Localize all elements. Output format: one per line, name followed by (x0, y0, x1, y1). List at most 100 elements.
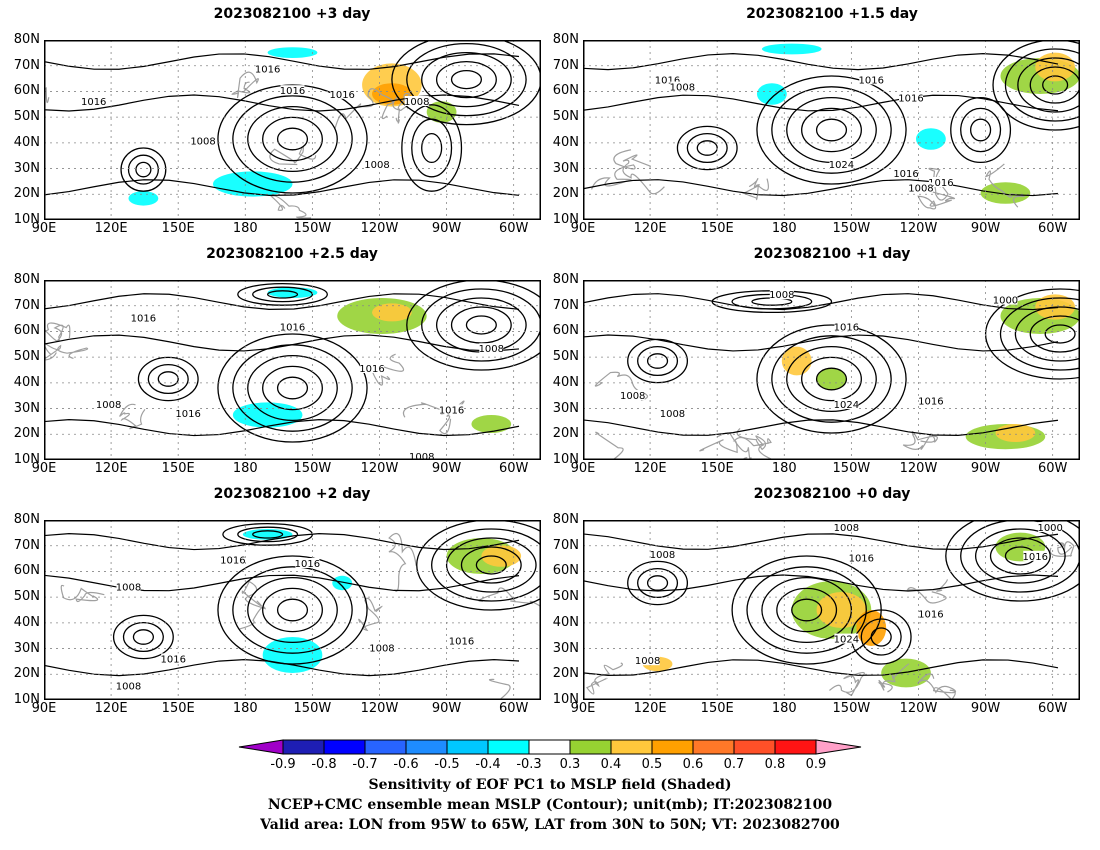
map-frame (583, 40, 1080, 220)
mslp-contour (637, 567, 679, 599)
lon-tick-label: 150W (293, 221, 332, 236)
lon-tick-label: 180 (771, 701, 797, 716)
lat-tick-label: 60N (552, 563, 579, 579)
mslp-contour (945, 520, 1080, 602)
lat-tick-label: 80N (552, 512, 579, 527)
sensitivity-shade (242, 529, 293, 540)
mslp-contour (431, 528, 541, 602)
lat-tick-label: 20N (13, 666, 40, 682)
contour-label: 1008 (908, 183, 933, 194)
contour-label: 1016 (449, 636, 474, 647)
contour-label: 1008 (479, 344, 504, 355)
coastline (717, 432, 758, 460)
lat-tick-label: 60N (13, 83, 40, 99)
lat-tick-label: 10N (552, 212, 579, 227)
mslp-contour (276, 598, 309, 622)
mslp-contour (122, 621, 164, 653)
coastline (269, 146, 317, 166)
mslp-contour (132, 629, 154, 645)
mslp-contour (583, 334, 1059, 352)
contour-label-bg (834, 399, 859, 409)
coastline (488, 678, 511, 700)
lon-tick-label: 150W (832, 221, 871, 236)
lon-tick-label: 150E (161, 461, 195, 476)
contour-label-bg (859, 74, 884, 85)
lat-tick-label: 30N (13, 160, 40, 176)
lon-tick-label: 60W (498, 701, 529, 716)
mslp-contour (627, 338, 689, 384)
coastline (877, 663, 910, 693)
lat-tick-label: 50N (552, 349, 579, 365)
contour-label-bg (834, 633, 859, 644)
lat-tick-label: 30N (13, 640, 40, 656)
mslp-contour (583, 533, 1059, 550)
contour-label-bg (849, 552, 874, 563)
lon-tick-label: 180 (771, 461, 797, 476)
mslp-contour (786, 345, 877, 413)
contour-label: 1016 (160, 654, 185, 665)
sensitivity-shade (372, 303, 412, 322)
mslp-contour (421, 51, 512, 108)
contour-label-bg (894, 168, 919, 178)
contour-label: 1016 (655, 75, 680, 86)
lat-tick-label: 80N (13, 32, 40, 47)
contour-label: 1016 (893, 169, 918, 180)
coastline (829, 671, 865, 697)
sensitivity-shade (816, 592, 867, 628)
contour-label: 1008 (364, 160, 389, 171)
lat-tick-label: 80N (552, 32, 579, 47)
mslp-contour (583, 659, 1059, 676)
contour-label-bg (1023, 550, 1048, 561)
mslp-contour (815, 367, 848, 391)
contour-label-bg (650, 549, 675, 559)
lat-tick-label: 20N (552, 666, 579, 682)
coastline (231, 71, 259, 99)
sensitivity-shade (332, 575, 353, 591)
mslp-contour (786, 96, 877, 164)
colorbar-swatch (364, 739, 407, 755)
mslp-contour (583, 179, 1059, 197)
lat-tick-label: 60N (552, 83, 579, 99)
coastline (585, 662, 623, 695)
lat-tick-label: 10N (13, 692, 40, 707)
mslp-contour (583, 293, 1059, 311)
mslp-contour (637, 345, 679, 377)
contour-label: 1016 (1023, 552, 1048, 563)
lat-tick-label: 70N (13, 57, 40, 73)
contour-label: 1016 (834, 323, 859, 334)
contour-label-bg (369, 642, 394, 653)
contour-label-bg (449, 635, 474, 646)
contour-label: 1000 (1037, 523, 1062, 534)
contour-label-bg (364, 159, 389, 169)
mslp-contour (112, 614, 174, 660)
mslp-contour (44, 334, 520, 352)
mslp-contour (252, 286, 314, 303)
lat-tick-label: 80N (13, 512, 40, 527)
mslp-contour (992, 40, 1080, 131)
contour-label-bg (769, 289, 794, 300)
contour-label-bg (404, 96, 429, 106)
lat-tick-label: 40N (552, 614, 579, 630)
contour-label: 1016 (439, 405, 464, 416)
contour-label-bg (255, 63, 280, 74)
contour-label: 1008 (116, 582, 141, 593)
coastline (917, 673, 957, 700)
lat-tick-label: 40N (13, 134, 40, 150)
mslp-contour (460, 546, 522, 584)
contour-label: 1008 (190, 137, 215, 148)
mslp-contour (1014, 306, 1080, 362)
mslp-contour (44, 419, 520, 437)
contour-label: 1008 (96, 400, 121, 411)
lat-tick-label: 80N (552, 272, 579, 287)
coastline (44, 322, 71, 343)
mslp-contour (950, 96, 1012, 164)
mslp-contour (135, 161, 152, 178)
contour-label-bg (96, 399, 121, 409)
lon-tick-label: 90E (31, 701, 57, 716)
lon-tick-label: 150E (161, 701, 195, 716)
colorbar-tick-label: 0.8 (764, 757, 786, 772)
panel-title: 2023082100 +0 day (753, 486, 911, 502)
lon-tick-label: 180 (232, 461, 258, 476)
contour-label-bg (993, 294, 1018, 305)
coastline (388, 532, 417, 592)
